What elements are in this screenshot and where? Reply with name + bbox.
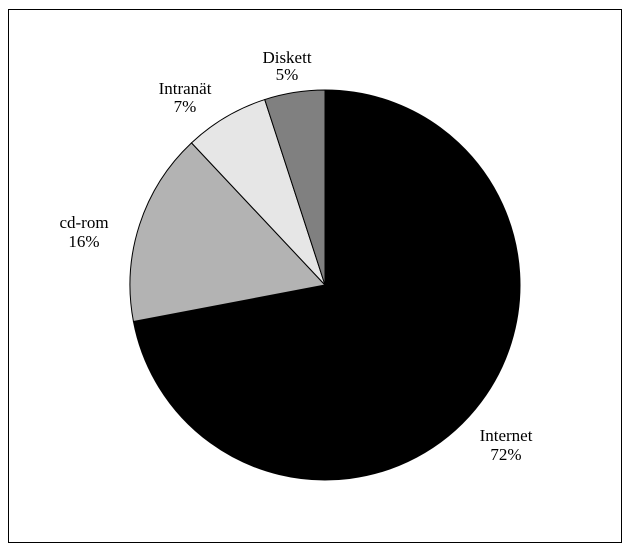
slice-value-diskett: 5% bbox=[276, 65, 299, 84]
pie-slice-cd-rom bbox=[129, 142, 326, 323]
pie-slice-diskett bbox=[264, 89, 326, 286]
pie-slice-internet bbox=[132, 89, 521, 481]
slice-label-intran-t: Intranät bbox=[159, 79, 212, 98]
slice-value-cd-rom: 16% bbox=[68, 232, 99, 251]
pie-slices bbox=[129, 89, 521, 481]
slice-value-intran-t: 7% bbox=[174, 97, 197, 116]
slice-value-internet: 72% bbox=[490, 445, 521, 464]
slice-label-internet: Internet bbox=[480, 426, 533, 445]
slice-label-cd-rom: cd-rom bbox=[59, 213, 108, 232]
slice-label-diskett: Diskett bbox=[262, 48, 311, 67]
